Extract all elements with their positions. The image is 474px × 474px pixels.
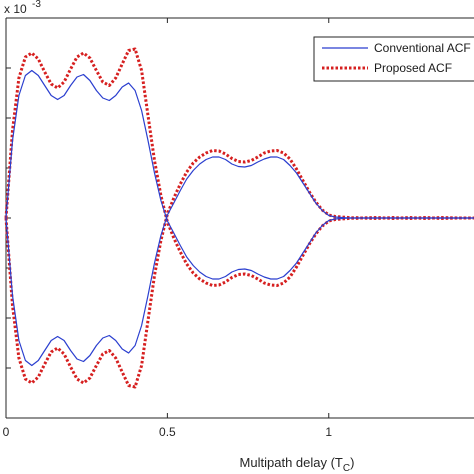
series-conventional-upper-line [5, 69, 474, 280]
y-exponent-label: x 10 [4, 2, 27, 16]
x-axis-label-main: Multipath delay (T [240, 455, 343, 470]
legend-label-conventional: Conventional ACF [374, 41, 471, 55]
x-axis-label-suffix: ) [350, 455, 354, 470]
y-exponent-power: -3 [32, 0, 41, 10]
legend-label-proposed: Proposed ACF [374, 61, 452, 75]
x-tick-label-2: 1 [325, 425, 332, 439]
x-tick-label-0: 0 [3, 425, 10, 439]
legend-box [313, 36, 474, 82]
series-proposed-lower-line [4, 149, 474, 389]
x-tick-label-1: 0.5 [159, 425, 176, 439]
series-proposed-upper-line [4, 47, 474, 287]
plot-area: 0 0.5 1 [3, 17, 474, 439]
x-axis-label-subscript: C [343, 463, 350, 474]
legend: Conventional ACF Proposed ACF [313, 36, 474, 82]
series-conventional-lower-line [5, 156, 474, 367]
x-axis-label: Multipath delay (TC) [240, 455, 355, 474]
